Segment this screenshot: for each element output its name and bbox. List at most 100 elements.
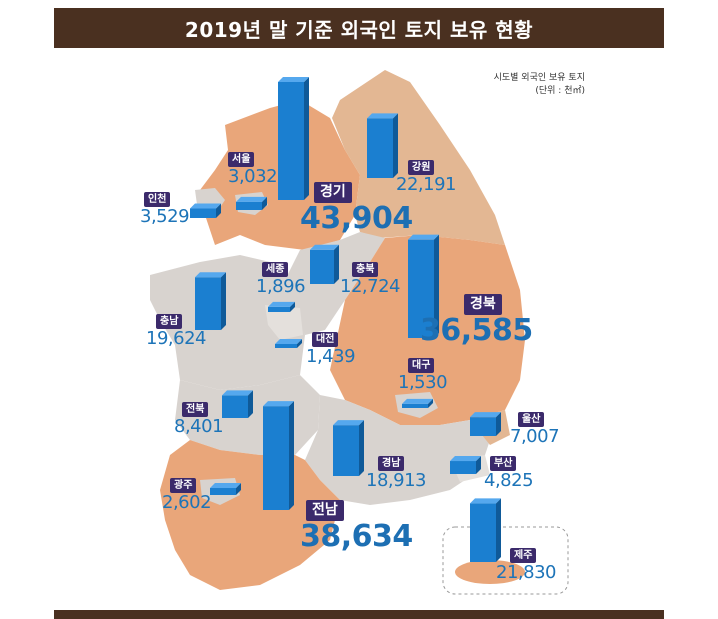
label-gyeongbuk: 경북 36,585 — [420, 294, 533, 347]
bar-side-jeju — [496, 498, 501, 562]
bar-chungbuk — [310, 249, 334, 284]
bar-ulsan — [470, 417, 496, 436]
value-gyeongbuk: 36,585 — [420, 313, 533, 348]
bar-busan — [450, 461, 476, 474]
bar-sejong — [268, 306, 290, 312]
bar-side-busan — [476, 456, 481, 474]
legend: 시도별 외국인 보유 토지 (단위 : 천㎡) — [455, 72, 585, 98]
bar-gyeongbuk — [408, 239, 434, 338]
badge-seoul: 서울 — [228, 152, 255, 167]
value-ulsan: 7,007 — [510, 426, 560, 447]
label-jeonbuk: 전북 8,401 — [174, 402, 224, 437]
bar-gyeongnam — [333, 425, 359, 476]
badge-chungbuk: 충북 — [352, 262, 379, 277]
label-daegu: 대구 1,530 — [398, 358, 448, 393]
label-chungbuk: 충북 12,724 — [340, 262, 400, 297]
bar-top-daejeon — [275, 339, 302, 344]
value-daejeon: 1,439 — [306, 346, 356, 367]
bar-side-gyeongnam — [359, 420, 364, 476]
bar-side-ulsan — [496, 412, 501, 436]
bar-side-jeonnam — [289, 401, 294, 510]
bar-top-jeonbuk — [222, 390, 253, 396]
bar-gangwon — [367, 118, 393, 178]
value-gwangju: 2,602 — [162, 492, 212, 513]
region-chungnam — [150, 255, 305, 390]
bar-top-seoul — [236, 196, 267, 202]
legend-unit: (단위 : 천㎡) — [535, 86, 585, 96]
bar-side-gwangju — [236, 483, 241, 495]
bar-top-gyeongbuk — [408, 234, 439, 240]
badge-ulsan: 울산 — [518, 412, 545, 427]
label-daejeon: 대전 1,439 — [306, 332, 356, 367]
value-gyeongnam: 18,913 — [366, 470, 426, 491]
region-sejong — [265, 305, 303, 340]
badge-busan: 부산 — [490, 456, 517, 471]
badge-jeju: 제주 — [510, 548, 537, 563]
value-chungnam: 19,624 — [146, 328, 206, 349]
label-gwangju: 광주 2,602 — [162, 478, 212, 513]
bar-top-gyeonggi — [278, 77, 309, 82]
bar-jeonnam — [263, 406, 289, 510]
region-jeonnam — [160, 440, 340, 590]
label-incheon: 인천 3,529 — [140, 192, 190, 227]
badge-sejong: 세종 — [262, 262, 289, 277]
bottom-bar — [54, 610, 664, 619]
bar-side-gyeonggi — [304, 77, 309, 200]
value-jeju: 21,830 — [496, 562, 556, 583]
label-gyeongnam: 경남 18,913 — [366, 456, 426, 491]
label-jeonnam: 전남 38,634 — [300, 500, 413, 553]
bar-gwangju — [210, 488, 236, 495]
bar-incheon — [190, 208, 216, 218]
bar-side-daegu — [428, 398, 433, 408]
bar-top-jeonnam — [263, 401, 294, 407]
badge-gwangju: 광주 — [170, 478, 197, 493]
bar-side-sejong — [290, 301, 295, 312]
bar-top-daegu — [402, 398, 433, 404]
label-sejong: 세종 1,896 — [256, 262, 306, 297]
label-jeju: 제주 21,830 — [496, 548, 556, 583]
jeju-inset-box — [442, 526, 569, 595]
badge-gyeongbuk: 경북 — [464, 294, 502, 315]
label-gangwon: 강원 22,191 — [396, 160, 456, 195]
bar-top-jeju — [470, 498, 501, 504]
bar-side-incheon — [216, 203, 221, 218]
badge-jeonnam: 전남 — [306, 500, 344, 521]
label-seoul: 서울 3,032 — [228, 152, 278, 187]
bar-side-gyeongbuk — [434, 234, 439, 338]
region-jeju — [455, 560, 525, 584]
value-jeonnam: 38,634 — [300, 519, 413, 554]
bar-top-ulsan — [470, 412, 501, 418]
bar-jeonbuk — [222, 395, 248, 418]
bar-side-jeonbuk — [248, 390, 253, 418]
value-sejong: 1,896 — [256, 276, 306, 297]
bar-top-busan — [450, 456, 481, 462]
value-chungbuk: 12,724 — [340, 276, 400, 297]
badge-daegu: 대구 — [408, 358, 435, 373]
bar-side-seoul — [262, 196, 267, 210]
badge-chungnam: 충남 — [156, 314, 183, 329]
value-jeonbuk: 8,401 — [174, 416, 224, 437]
bar-seoul — [236, 201, 262, 210]
bar-side-chungbuk — [334, 244, 339, 284]
badge-gangwon: 강원 — [408, 160, 435, 175]
bars-group — [190, 77, 501, 562]
bar-top-gyeongnam — [333, 420, 364, 426]
bar-jeju — [470, 503, 496, 562]
bar-daejeon — [275, 344, 297, 348]
label-chungnam: 충남 19,624 — [146, 314, 206, 349]
badge-daejeon: 대전 — [312, 332, 339, 347]
bar-side-chungnam — [221, 272, 226, 330]
bar-gyeonggi — [278, 82, 304, 200]
bar-top-chungbuk — [310, 244, 339, 250]
value-incheon: 3,529 — [140, 206, 190, 227]
label-ulsan: 울산 7,007 — [510, 412, 560, 447]
badge-gyeongnam: 경남 — [378, 456, 405, 471]
label-gyeonggi: 경기 43,904 — [300, 182, 413, 235]
bar-side-daejeon — [297, 339, 302, 348]
badge-incheon: 인천 — [144, 192, 171, 207]
value-gangwon: 22,191 — [396, 174, 456, 195]
bar-top-incheon — [190, 203, 221, 209]
value-busan: 4,825 — [484, 470, 534, 491]
page-title: 2019년 말 기준 외국인 토지 보유 현황 — [54, 8, 664, 48]
